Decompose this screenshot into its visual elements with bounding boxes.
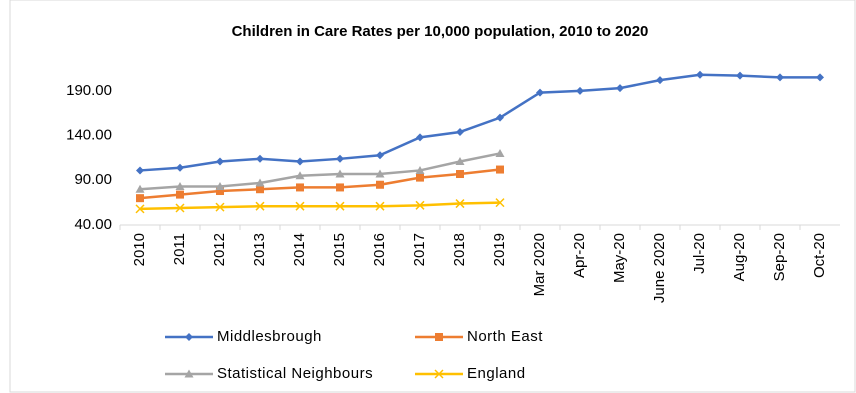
marker xyxy=(295,171,305,180)
marker xyxy=(416,133,424,142)
marker xyxy=(175,203,185,213)
marker xyxy=(136,194,144,203)
marker xyxy=(335,201,345,211)
marker xyxy=(415,200,425,210)
marker xyxy=(295,201,305,211)
x-tick-label: 2012 xyxy=(211,233,228,266)
legend-label: Middlesbrough xyxy=(217,328,322,345)
y-tick-label: 140.00 xyxy=(66,127,112,144)
x-tick-label: Jul-20 xyxy=(691,233,708,274)
legend-item: North East xyxy=(415,328,543,345)
marker xyxy=(215,202,225,212)
legend-marker xyxy=(185,333,193,341)
marker xyxy=(136,166,144,175)
x-tick-label: Oct-20 xyxy=(811,233,828,278)
x-tick-label: Apr-20 xyxy=(571,233,588,278)
series-line xyxy=(139,168,501,200)
marker xyxy=(376,180,384,189)
marker xyxy=(336,183,344,192)
y-tick-label: 90.00 xyxy=(74,171,112,188)
marker xyxy=(696,70,704,79)
legend-label: England xyxy=(467,365,526,382)
marker xyxy=(496,113,504,122)
marker xyxy=(536,88,544,97)
x-tick-label: Mar 2020 xyxy=(531,233,548,296)
legend-label: North East xyxy=(467,328,543,345)
marker xyxy=(255,201,265,211)
marker xyxy=(296,157,304,166)
marker xyxy=(616,84,624,93)
legend-marker xyxy=(435,333,443,341)
marker xyxy=(656,76,664,85)
x-tick-label: 2018 xyxy=(451,233,468,266)
chart-title: Children in Care Rates per 10,000 popula… xyxy=(232,23,649,40)
x-tick-label: June 2020 xyxy=(651,233,668,303)
marker xyxy=(495,198,505,208)
marker xyxy=(135,204,145,214)
marker xyxy=(255,178,265,187)
marker xyxy=(176,190,184,199)
marker xyxy=(215,182,225,191)
legend-item: England xyxy=(415,365,526,382)
marker xyxy=(496,165,504,174)
marker xyxy=(256,154,264,163)
x-tick-label: May-20 xyxy=(611,233,628,283)
marker xyxy=(495,148,505,157)
series-line xyxy=(139,201,501,211)
legend-item: Statistical Neighbours xyxy=(165,365,373,382)
marker xyxy=(135,184,145,193)
marker xyxy=(335,169,345,178)
marker xyxy=(816,73,824,82)
marker xyxy=(416,173,424,182)
x-tick-label: 2013 xyxy=(251,233,268,266)
y-tick-label: 190.00 xyxy=(66,82,112,99)
legend-marker xyxy=(184,369,194,378)
x-tick-label: Sep-20 xyxy=(771,233,788,281)
y-tick-label: 40.00 xyxy=(74,216,112,233)
x-tick-label: 2015 xyxy=(331,233,348,266)
series-line xyxy=(139,73,820,172)
marker xyxy=(375,201,385,211)
marker xyxy=(296,183,304,192)
marker xyxy=(456,127,464,136)
x-tick-label: 2010 xyxy=(131,233,148,266)
x-tick-label: 2011 xyxy=(171,233,188,265)
marker xyxy=(736,71,744,80)
marker xyxy=(776,73,784,82)
x-tick-label: 2017 xyxy=(411,233,428,266)
marker xyxy=(455,156,465,165)
marker xyxy=(455,199,465,209)
marker xyxy=(216,157,224,166)
marker xyxy=(375,169,385,178)
legend-item: Middlesbrough xyxy=(165,328,322,345)
x-tick-label: 2019 xyxy=(491,233,508,266)
marker xyxy=(576,86,584,95)
marker xyxy=(336,154,344,163)
marker xyxy=(176,163,184,172)
series-line xyxy=(139,152,501,191)
marker xyxy=(216,187,224,196)
marker xyxy=(175,182,185,191)
legend-label: Statistical Neighbours xyxy=(217,365,373,382)
marker xyxy=(415,165,425,174)
x-tick-label: 2014 xyxy=(291,233,308,266)
legend-marker xyxy=(434,369,444,379)
marker xyxy=(256,185,264,194)
x-tick-label: Aug-20 xyxy=(731,233,748,281)
marker xyxy=(376,151,384,160)
marker xyxy=(456,170,464,179)
x-tick-label: 2016 xyxy=(371,233,388,266)
